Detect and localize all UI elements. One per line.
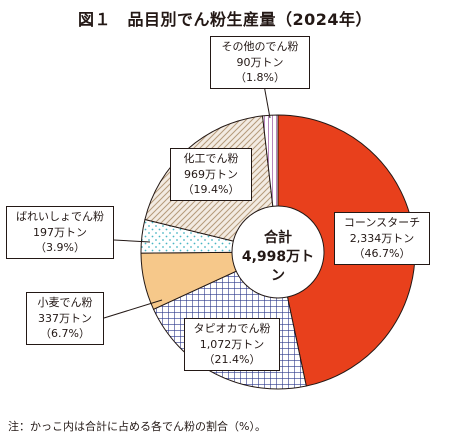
label-cornstarch: コーンスターチ 2,334万トン （46.7%） — [334, 212, 430, 265]
label-modified-pct: （19.4%） — [182, 183, 240, 197]
label-cornstarch-name: コーンスターチ — [343, 216, 421, 229]
label-tapioca-value: 1,072万トン — [199, 337, 265, 351]
label-tapioca-pct: （21.4%） — [203, 353, 261, 367]
label-tapioca: タピオカでん粉 1,072万トン （21.4%） — [184, 318, 280, 371]
label-other-value: 90万トン — [236, 55, 284, 69]
total-value: 4,998万トン — [241, 248, 315, 284]
label-wheat-pct: （6.7%） — [40, 327, 90, 341]
total-label: 合計 4,998万トン — [240, 229, 316, 286]
label-potato: ばれいしょでん粉 197万トン （3.9%） — [6, 206, 114, 259]
label-potato-name: ばれいしょでん粉 — [16, 210, 104, 223]
label-other-pct: （1.8%） — [235, 71, 285, 85]
leader-line-potato — [113, 239, 151, 243]
label-tapioca-name: タピオカでん粉 — [193, 322, 271, 335]
label-wheat: 小麦でん粉 337万トン （6.7%） — [26, 292, 104, 345]
total-title: 合計 — [264, 230, 292, 246]
label-other: その他のでん粉 90万トン （1.8%） — [210, 36, 310, 89]
label-other-name: その他のでん粉 — [221, 40, 299, 53]
label-modified: 化工でん粉 969万トン （19.4%） — [170, 148, 252, 201]
leader-line-wheat — [103, 299, 163, 319]
label-modified-name: 化工でん粉 — [183, 152, 239, 165]
label-modified-value: 969万トン — [184, 167, 238, 181]
label-potato-pct: （3.9%） — [35, 241, 85, 255]
label-cornstarch-pct: （46.7%） — [353, 247, 411, 261]
label-wheat-name: 小麦でん粉 — [37, 296, 93, 309]
chart-title: 図１ 品目別でん粉生産量（2024年） — [77, 10, 373, 29]
label-cornstarch-value: 2,334万トン — [349, 231, 415, 245]
label-potato-value: 197万トン — [33, 225, 87, 239]
footnote: 注：かっこ内は合計に占める各でん粉の割合（%）。 — [8, 420, 266, 433]
center-hole — [231, 205, 325, 299]
label-wheat-value: 337万トン — [38, 311, 92, 325]
